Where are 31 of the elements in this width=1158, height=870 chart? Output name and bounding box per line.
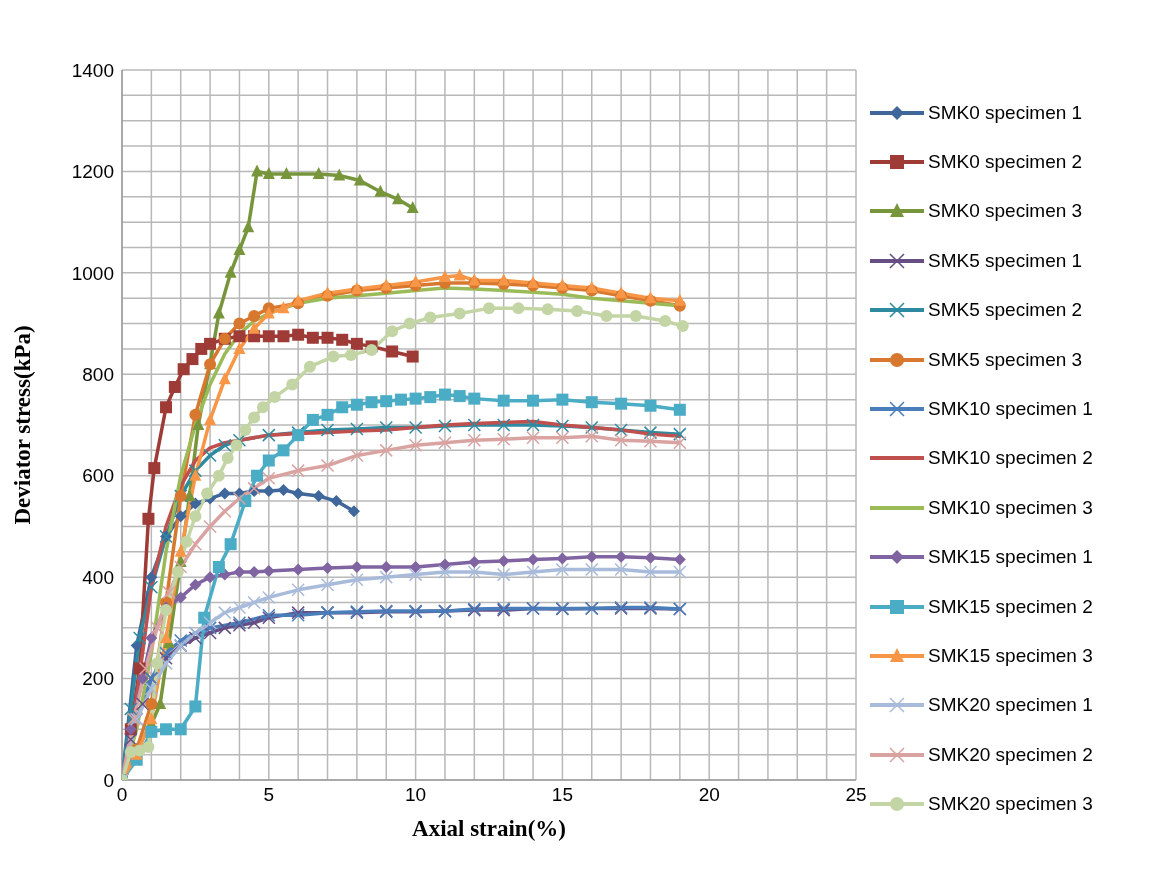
legend-label: SMK5 specimen 2 <box>928 299 1083 322</box>
y-tick-label: 0 <box>103 769 114 791</box>
y-tick-label: 200 <box>82 668 114 690</box>
legend-label: SMK0 specimen 1 <box>928 101 1083 124</box>
legend-label: SMK10 specimen 1 <box>928 398 1093 421</box>
y-tick-label: 400 <box>82 566 114 588</box>
x-tick-label: 0 <box>116 784 128 806</box>
y-tick-label: 1000 <box>71 262 114 284</box>
x-tick-label: 10 <box>405 784 427 806</box>
legend-label: SMK5 specimen 3 <box>928 348 1083 371</box>
legend-label: SMK20 specimen 2 <box>928 743 1093 766</box>
x-tick-label: 20 <box>698 784 720 806</box>
legend-label: SMK10 specimen 3 <box>928 496 1093 519</box>
legend-label: SMK15 specimen 1 <box>928 546 1093 569</box>
x-tick-label: 25 <box>845 784 867 806</box>
legend-label: SMK20 specimen 3 <box>928 793 1093 816</box>
legend-label: SMK20 specimen 1 <box>928 694 1093 717</box>
x-axis-title: Axial strain(%) <box>412 816 566 841</box>
legend-label: SMK0 specimen 3 <box>928 200 1083 223</box>
y-axis-title: Deviator stress(kPa) <box>10 325 36 525</box>
legend-label: SMK0 specimen 2 <box>928 151 1083 174</box>
x-tick-label: 15 <box>551 784 573 806</box>
legend-label: SMK15 specimen 3 <box>928 644 1093 667</box>
x-tick-label: 5 <box>263 784 275 806</box>
y-tick-label: 800 <box>82 364 114 386</box>
legend-label: SMK15 specimen 2 <box>928 595 1093 618</box>
y-tick-label: 1200 <box>71 161 114 183</box>
y-tick-label: 600 <box>82 465 114 487</box>
y-tick-label: 1400 <box>71 59 114 81</box>
legend-label: SMK10 specimen 2 <box>928 447 1093 470</box>
legend-label: SMK5 specimen 1 <box>928 249 1083 272</box>
